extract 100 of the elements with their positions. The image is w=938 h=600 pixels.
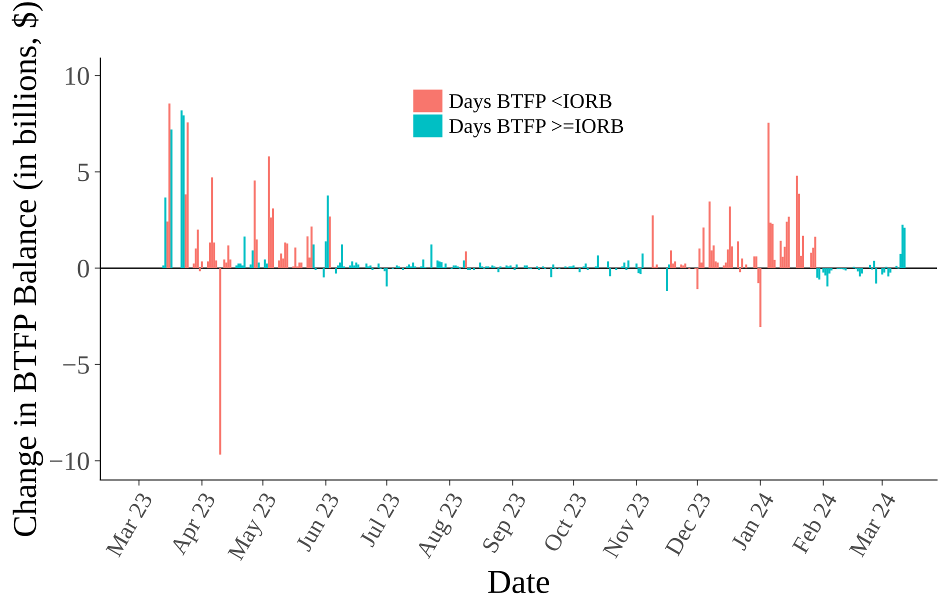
bar: [440, 262, 443, 268]
y-axis-title: Change in BTFP Balance (in billions, $): [12, 2, 44, 536]
bar: [858, 268, 861, 276]
bar: [298, 262, 300, 268]
bar: [881, 268, 884, 274]
bar: [722, 265, 725, 268]
y-tick-label: 10: [66, 67, 89, 85]
legend-label: Days BTFP >=IORB: [449, 119, 624, 138]
x-tick-label: Mar 23: [106, 492, 153, 558]
bar: [211, 177, 214, 268]
bar: [497, 268, 500, 272]
bar: [341, 244, 344, 268]
bar: [436, 260, 438, 268]
bar: [696, 268, 698, 290]
bar: [524, 265, 526, 268]
bar: [684, 264, 686, 268]
x-tick-label: Mar 24: [848, 491, 896, 558]
bar: [355, 262, 358, 268]
bar: [712, 245, 715, 268]
bar: [328, 216, 331, 268]
bar: [164, 197, 166, 268]
x-axis-title: Date: [488, 571, 550, 594]
x-tick-label: Jul 23: [358, 491, 401, 548]
bar: [889, 268, 892, 273]
bar: [759, 268, 762, 328]
bar: [412, 262, 414, 268]
bar: [607, 261, 610, 268]
bar: [235, 265, 238, 268]
bar: [280, 254, 282, 268]
bar: [452, 265, 455, 268]
bar: [351, 261, 354, 268]
bar: [708, 201, 711, 268]
bar: [674, 261, 676, 268]
bar: [737, 241, 740, 268]
bar: [609, 268, 612, 276]
bar: [627, 260, 630, 268]
bar: [258, 262, 260, 268]
x-tick-label: Feb 24: [791, 490, 838, 554]
bar: [223, 259, 226, 268]
bar: [322, 268, 325, 278]
bar: [802, 236, 804, 268]
bar: [294, 248, 296, 268]
bar: [550, 268, 552, 278]
bar: [266, 264, 268, 268]
bar: [186, 122, 189, 268]
bar: [767, 122, 770, 268]
bar: [526, 265, 528, 268]
bar: [666, 268, 668, 292]
bar: [272, 208, 274, 268]
bar: [326, 196, 329, 268]
bar: [656, 264, 658, 268]
bar: [252, 250, 254, 268]
bar: [816, 268, 818, 278]
bar: [286, 243, 288, 268]
x-tick-label: Oct 23: [542, 492, 588, 553]
bar: [444, 264, 447, 268]
bar: [244, 236, 246, 268]
bar: [883, 268, 886, 273]
y-tick-label: −5: [63, 356, 89, 374]
bar: [198, 268, 201, 272]
bar: [219, 268, 222, 455]
bar: [772, 224, 774, 268]
bar: [227, 245, 230, 268]
bar: [237, 264, 240, 268]
bar: [826, 268, 828, 286]
bar: [170, 129, 172, 268]
bar: [268, 156, 270, 268]
bar: [516, 264, 518, 268]
bar: [430, 244, 432, 268]
bar: [860, 268, 863, 274]
bar: [739, 268, 742, 272]
bar: [168, 103, 170, 268]
bar: [578, 268, 581, 272]
bar: [552, 264, 554, 268]
bar: [822, 268, 824, 273]
bar: [887, 268, 890, 276]
bar: [753, 256, 756, 268]
bar: [873, 260, 876, 268]
bar: [284, 242, 286, 268]
bar: [462, 260, 465, 268]
bar: [698, 248, 700, 268]
bar: [353, 265, 356, 268]
bar: [814, 236, 816, 268]
bar: [745, 264, 748, 268]
bar: [741, 258, 744, 268]
legend-label: Days BTFP <IORB: [449, 94, 612, 112]
bar: [264, 259, 266, 268]
x-tick-label: Jan 24: [730, 491, 775, 552]
x-tick-label: Aug 23: [415, 492, 468, 562]
bar: [479, 262, 482, 268]
bar: [902, 224, 904, 268]
bar: [378, 264, 380, 268]
bar: [357, 264, 360, 268]
bar: [780, 240, 782, 268]
bar: [310, 226, 313, 268]
bar: [464, 251, 467, 268]
y-tick-label: 5: [78, 164, 89, 182]
bar: [584, 264, 587, 268]
bar: [652, 215, 654, 268]
bar: [180, 110, 183, 268]
